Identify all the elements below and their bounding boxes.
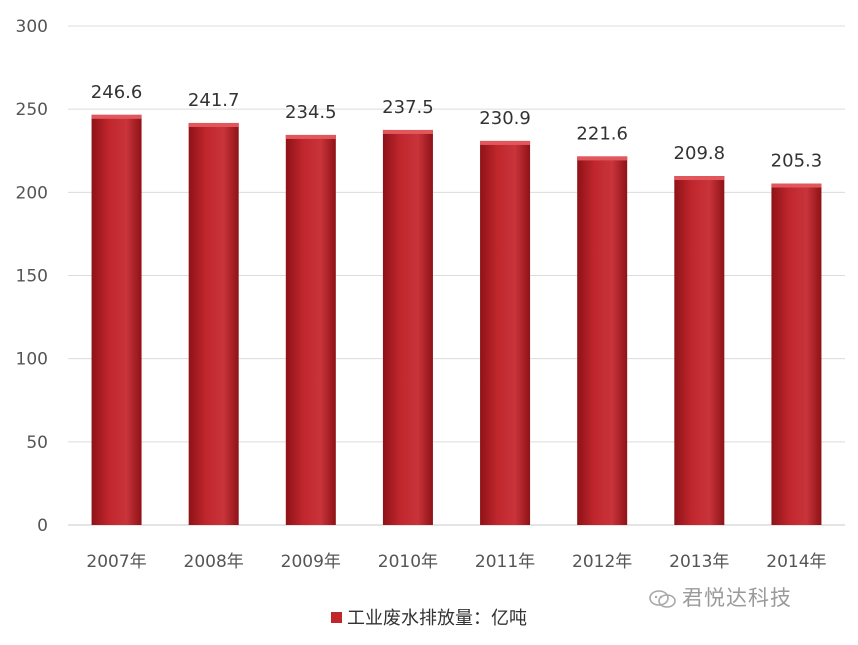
bars (91, 114, 822, 526)
bar-2010年 (382, 129, 433, 526)
bar-top-highlight (577, 156, 628, 161)
x-tick-label: 2008年 (184, 552, 244, 572)
y-tick-label: 0 (37, 516, 48, 536)
bar-top-highlight (188, 122, 239, 127)
data-label: 230.9 (479, 108, 531, 129)
y-tick-label: 250 (16, 100, 48, 120)
data-label: 237.5 (382, 97, 434, 118)
bar-2011年 (480, 140, 531, 525)
y-tick-label: 300 (16, 17, 48, 37)
bar (577, 156, 628, 525)
bar-top-highlight (771, 183, 822, 188)
x-tick-label: 2012年 (572, 552, 632, 572)
data-label: 234.5 (285, 102, 337, 123)
bar-top-highlight (480, 140, 531, 145)
bar (382, 129, 433, 526)
x-tick-label: 2011年 (475, 552, 535, 572)
bar-2009年 (285, 134, 336, 525)
bar-top-highlight (674, 176, 725, 181)
bar-2007年 (91, 114, 142, 526)
data-label: 205.3 (771, 151, 823, 172)
y-tick-label: 100 (16, 350, 48, 370)
data-labels: 246.6 241.7 234.5 237.5 230.9 221.6 209.8 205.3 (91, 82, 822, 172)
legend: 工业废水排放量：亿吨 (0, 604, 858, 630)
x-tick-label: 2007年 (86, 552, 146, 572)
bar-2014年 (771, 183, 822, 525)
data-label: 241.7 (188, 90, 240, 111)
gridlines (68, 25, 845, 526)
y-tick-label: 200 (16, 183, 48, 203)
bar (188, 122, 239, 525)
bar (285, 134, 336, 525)
bar (480, 140, 531, 525)
y-tick-label: 50 (26, 433, 48, 453)
legend-label: 工业废水排放量：亿吨 (347, 608, 527, 629)
x-tick-label: 2014年 (766, 552, 826, 572)
legend-swatch (331, 611, 342, 623)
bar-top-highlight (382, 129, 433, 134)
bar (674, 176, 725, 526)
x-axis-ticks: 2007年 2008年 2009年 2010年 2011年 2012年 2013年 2014年 (86, 552, 826, 572)
bar-2012年 (577, 156, 628, 525)
bar-top-highlight (285, 134, 336, 139)
wechat-icon (648, 589, 678, 609)
watermark: 君悦达科技 (648, 582, 792, 612)
data-label: 209.8 (674, 143, 726, 164)
x-tick-label: 2009年 (281, 552, 341, 572)
data-label: 221.6 (576, 123, 628, 144)
x-tick-label: 2010年 (378, 552, 438, 572)
x-tick-label: 2013年 (669, 552, 729, 572)
watermark-text: 君悦达科技 (682, 586, 792, 610)
bar-2008年 (188, 122, 239, 525)
bar (91, 114, 142, 526)
y-axis-ticks: 0 50 100 150 200 250 300 (16, 17, 48, 536)
bar-2013年 (674, 176, 725, 526)
bar (771, 183, 822, 525)
y-tick-label: 150 (16, 267, 48, 287)
bar-top-highlight (91, 114, 142, 119)
data-label: 246.6 (91, 82, 143, 103)
